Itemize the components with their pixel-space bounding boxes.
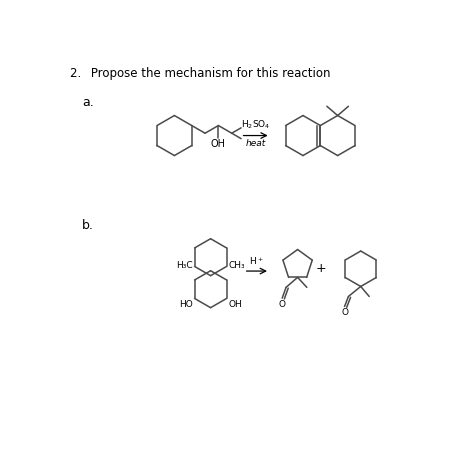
Text: O: O (279, 300, 286, 309)
Text: +: + (315, 262, 326, 275)
Text: b.: b. (82, 218, 94, 232)
Text: $\mathrm{H_2SO_4}$: $\mathrm{H_2SO_4}$ (241, 118, 271, 131)
Text: H₃C: H₃C (176, 261, 192, 270)
Text: O: O (341, 308, 348, 317)
Text: CH₃: CH₃ (229, 261, 246, 270)
Text: heat: heat (246, 139, 266, 148)
Text: a.: a. (82, 95, 94, 108)
Text: HO: HO (179, 300, 193, 309)
Text: OH: OH (211, 139, 226, 149)
Text: $\mathrm{H^+}$: $\mathrm{H^+}$ (249, 256, 264, 267)
Text: 2.  Propose the mechanism for this reaction: 2. Propose the mechanism for this reacti… (70, 67, 330, 80)
Text: OH: OH (228, 300, 242, 309)
